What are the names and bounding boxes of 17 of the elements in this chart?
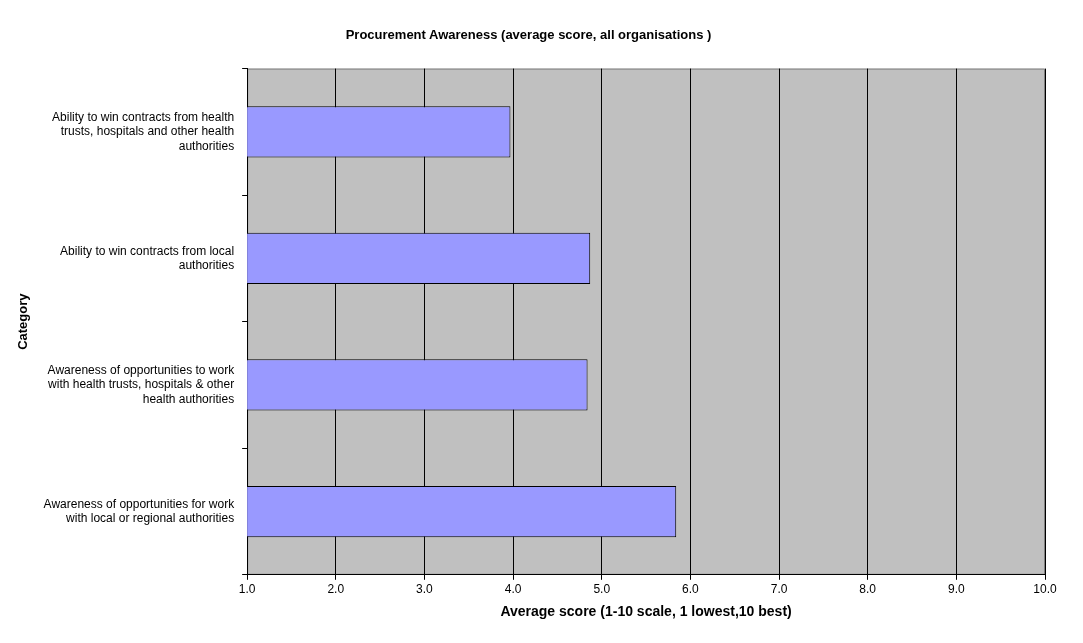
x-tick-label: 1.0 bbox=[238, 582, 256, 597]
x-tick-label: 2.0 bbox=[327, 582, 345, 597]
x-axis-title: Average score (1-10 scale, 1 lowest,10 best) bbox=[500, 603, 792, 620]
x-tick-label: 3.0 bbox=[416, 582, 434, 597]
x-tick-label: 4.0 bbox=[504, 582, 522, 597]
y-tick-label: Ability to win contracts from local authorities bbox=[60, 243, 235, 272]
x-tick-label: 5.0 bbox=[593, 582, 611, 597]
y-tick-label: Awareness of opportunities to work with health trusts, hospitals & other health authorities bbox=[47, 362, 236, 406]
chart-title: Procurement Awareness (average score, all organisations ) bbox=[345, 27, 712, 43]
x-tick-label: 8.0 bbox=[859, 582, 877, 597]
x-tick-label: 9.0 bbox=[948, 582, 966, 597]
y-tick-label: Awareness of opportunities for work with local or regional authorities bbox=[43, 496, 236, 526]
y-tick-label: Ability to win contracts from health trusts, hospitals and other health authorities bbox=[52, 109, 235, 153]
x-tick-label: 10.0 bbox=[1033, 582, 1057, 597]
y-axis-title: Category bbox=[15, 292, 31, 350]
x-tick-label: 6.0 bbox=[682, 582, 700, 597]
x-tick-label: 7.0 bbox=[770, 582, 788, 597]
